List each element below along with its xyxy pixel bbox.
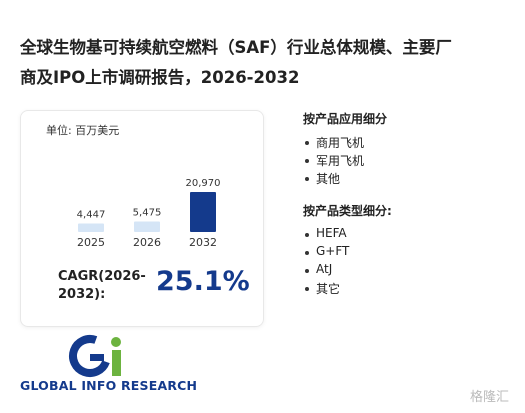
bar <box>134 221 160 232</box>
segment-item: 其他 <box>304 172 341 186</box>
title-line: 全球生物基可持续航空燃料（SAF）行业总体规模、主要厂 <box>20 38 452 57</box>
bar <box>78 223 104 232</box>
cagr-value: 25.1% <box>156 266 250 297</box>
chart-card <box>20 110 264 327</box>
segment-title: 按产品类型细分: <box>303 204 392 218</box>
logo-mark <box>69 335 121 377</box>
segment-title: 按产品应用细分 <box>303 112 388 126</box>
cagr-label: CAGR(2026-2032): <box>58 269 146 302</box>
segment-item: HEFA <box>305 226 347 240</box>
x-tick-label: 2032 <box>189 236 217 249</box>
segment-item: 商用飞机 <box>304 136 365 150</box>
value-label: 5,475 <box>133 208 162 219</box>
segment-item: AtJ <box>304 262 333 276</box>
value-label: 20,970 <box>186 178 221 189</box>
x-tick-label: 2025 <box>77 236 105 249</box>
title-line: 商及IPO上市调研报告，2026-2032 <box>20 68 300 87</box>
segment-item: G+FT <box>304 244 350 258</box>
x-tick-label: 2026 <box>133 236 161 249</box>
segment-item: 其它 <box>304 282 341 296</box>
unit-label: 单位: 百万美元 <box>46 124 120 137</box>
watermark: 格隆汇 <box>470 390 510 405</box>
segment-item: 军用飞机 <box>304 154 365 168</box>
bar <box>190 192 216 232</box>
logo-text: GLOBAL INFO RESEARCH <box>20 378 198 393</box>
value-label: 4,447 <box>77 210 106 221</box>
